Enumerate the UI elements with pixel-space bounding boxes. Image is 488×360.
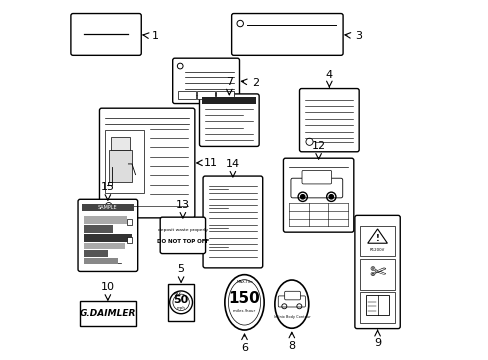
Text: Infinix Body Contour: Infinix Body Contour (273, 315, 309, 319)
Text: 6: 6 (241, 343, 247, 353)
Text: miles /hour: miles /hour (233, 309, 255, 313)
Text: 8: 8 (288, 341, 295, 351)
Text: 1: 1 (151, 31, 159, 41)
Bar (110, 137, 130, 150)
Bar (167, 284, 194, 321)
Text: DO NOT TOP OFF: DO NOT TOP OFF (157, 239, 208, 244)
Text: 15: 15 (101, 182, 115, 192)
Bar (359, 292, 394, 323)
Text: 11: 11 (203, 158, 217, 168)
Text: 150: 150 (228, 291, 260, 306)
FancyBboxPatch shape (203, 176, 262, 268)
Text: MAX-Tire: MAX-Tire (236, 280, 252, 284)
Text: mph: mph (176, 306, 185, 310)
Bar (83, 225, 112, 233)
Bar (359, 259, 394, 289)
Text: 4: 4 (325, 69, 332, 80)
Polygon shape (367, 229, 386, 243)
Text: 50: 50 (173, 295, 188, 305)
FancyBboxPatch shape (299, 89, 358, 152)
Bar (82, 203, 134, 211)
Text: R1200V: R1200V (369, 248, 385, 252)
Ellipse shape (228, 280, 260, 325)
Text: 7: 7 (225, 77, 232, 87)
Ellipse shape (274, 280, 308, 328)
Ellipse shape (224, 275, 264, 330)
FancyBboxPatch shape (172, 58, 239, 104)
Text: 5: 5 (177, 264, 184, 274)
Bar (83, 250, 108, 257)
Bar (197, 91, 215, 99)
Text: 3: 3 (355, 31, 362, 41)
Text: !: ! (375, 234, 379, 243)
Circle shape (300, 195, 304, 199)
Bar (178, 91, 196, 99)
Text: SAMPLE: SAMPLE (98, 205, 118, 210)
Bar (126, 219, 132, 225)
Text: 12: 12 (311, 141, 325, 151)
FancyBboxPatch shape (284, 291, 300, 300)
Text: 2: 2 (251, 78, 258, 87)
FancyBboxPatch shape (302, 170, 331, 184)
FancyBboxPatch shape (71, 14, 141, 55)
FancyBboxPatch shape (199, 94, 259, 147)
Bar (126, 237, 132, 243)
Bar (202, 97, 256, 104)
FancyBboxPatch shape (99, 108, 194, 218)
Bar (83, 216, 127, 224)
Bar (108, 150, 132, 182)
Text: deposit waste properly: deposit waste properly (158, 228, 207, 231)
Bar (105, 130, 144, 193)
Text: 9: 9 (373, 338, 380, 347)
Bar (216, 91, 234, 99)
FancyBboxPatch shape (78, 199, 138, 271)
Text: G.DAIMLER: G.DAIMLER (80, 310, 136, 319)
Text: 14: 14 (225, 159, 240, 169)
FancyBboxPatch shape (160, 217, 205, 253)
Circle shape (328, 195, 333, 199)
FancyBboxPatch shape (278, 296, 305, 307)
FancyBboxPatch shape (354, 215, 400, 329)
FancyBboxPatch shape (231, 14, 343, 55)
Text: ✄: ✄ (368, 264, 385, 282)
Bar (365, 295, 388, 315)
FancyBboxPatch shape (283, 158, 353, 232)
Bar (83, 234, 132, 242)
Bar (80, 301, 135, 327)
Bar (83, 243, 124, 249)
Text: 10: 10 (101, 282, 115, 292)
Bar (83, 258, 117, 264)
Text: MAX: MAX (173, 292, 181, 296)
FancyBboxPatch shape (290, 178, 342, 198)
Text: 13: 13 (176, 200, 189, 210)
Bar (359, 226, 394, 256)
